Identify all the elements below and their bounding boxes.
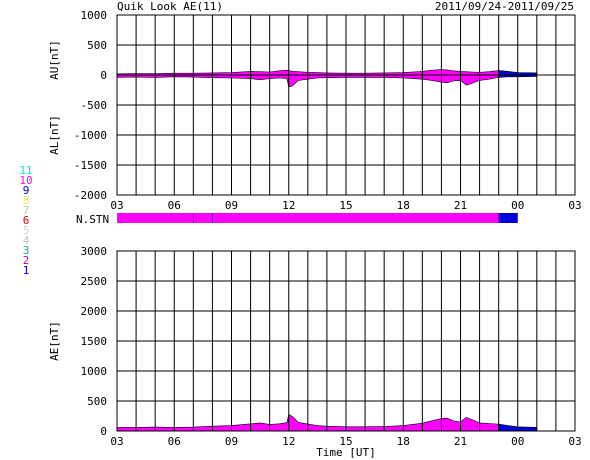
au-al-xtick-label: 12 xyxy=(282,199,295,212)
au-al-ytick-label: -2000 xyxy=(74,189,107,202)
legend-item-11: 11 xyxy=(19,164,32,177)
au-al-ytick-label: -500 xyxy=(81,99,108,112)
au-al-ytick-label: -1000 xyxy=(74,129,107,142)
au-al-xtick-label: 06 xyxy=(168,199,181,212)
station-count-segment xyxy=(498,213,518,223)
al-axis-label: AL[nT] xyxy=(48,115,61,155)
au-al-frame xyxy=(116,14,576,196)
legend-item-2: 2 xyxy=(23,254,30,267)
au-al-ytick-label: 500 xyxy=(87,39,107,52)
legend-item-4: 4 xyxy=(23,234,30,247)
ae-axis-label: AE[nT] xyxy=(48,321,61,361)
ae-xtick-label: 00 xyxy=(511,435,524,448)
au-al-xtick-label: 03 xyxy=(110,199,123,212)
au-al-xtick-label: 15 xyxy=(339,199,352,212)
ae-ytick-label: 1500 xyxy=(81,335,108,348)
ae-xtick-label: 03 xyxy=(568,435,581,448)
ae-ytick-label: 3000 xyxy=(81,245,108,258)
station-count-panel: N.STN xyxy=(76,213,518,226)
ae-xtick-label: 15 xyxy=(339,435,352,448)
au-al-xtick-label: 18 xyxy=(397,199,410,212)
legend-item-6: 6 xyxy=(23,214,30,227)
ae-xtick-label: 06 xyxy=(168,435,181,448)
ae-ytick-label: 500 xyxy=(87,395,107,408)
date-range: 2011/09/24-2011/09/25 xyxy=(435,0,574,13)
ae-panel: 3000 2500 2000 1500 1000 500 0 03 06 09 12 15 18 21 0… xyxy=(48,245,582,459)
ae-frame xyxy=(116,250,576,432)
ae-xtick-label: 09 xyxy=(225,435,238,448)
x-axis-label: Time [UT] xyxy=(316,446,376,459)
au-al-xtick-label: 00 xyxy=(511,199,524,212)
ae-ytick-label: 2500 xyxy=(81,275,108,288)
au-al-xtick-label: 21 xyxy=(454,199,467,212)
ae-xtick-label: 18 xyxy=(397,435,410,448)
legend-item-1: 1 xyxy=(23,264,30,277)
ae-xtick-label: 12 xyxy=(282,435,295,448)
station-count-label: N.STN xyxy=(76,213,109,226)
legend-item-5: 5 xyxy=(23,224,30,237)
au-al-ytick-label: 0 xyxy=(100,69,107,82)
au-axis-label: AU[nT] xyxy=(48,40,61,80)
au-al-xtick-label: 03 xyxy=(568,199,581,212)
ae-ytick-label: 2000 xyxy=(81,305,108,318)
legend-item-10: 10 xyxy=(19,174,32,187)
station-count-segment xyxy=(212,213,499,223)
legend-item-7: 7 xyxy=(23,204,30,217)
ae-ytick-label: 0 xyxy=(100,425,107,438)
ae-ytick-label: 1000 xyxy=(81,365,108,378)
legend-item-8: 8 xyxy=(23,194,30,207)
station-count-segment xyxy=(117,213,194,223)
au-al-ytick-label: 1000 xyxy=(81,9,108,22)
au-al-xtick-label: 09 xyxy=(225,199,238,212)
au-al-panel: 1000 500 0 -500 -1000 -1500 -2000 03 06 09 12 15 18… xyxy=(48,9,582,212)
chart-title: Quik Look AE(11) xyxy=(117,0,223,13)
au-al-ytick-label: -1500 xyxy=(74,159,107,172)
legend-item-9: 9 xyxy=(23,184,30,197)
legend-item-3: 3 xyxy=(23,244,30,257)
station-count-segment xyxy=(193,213,213,223)
ae-xtick-label: 21 xyxy=(454,435,467,448)
ae-xtick-label: 03 xyxy=(110,435,123,448)
